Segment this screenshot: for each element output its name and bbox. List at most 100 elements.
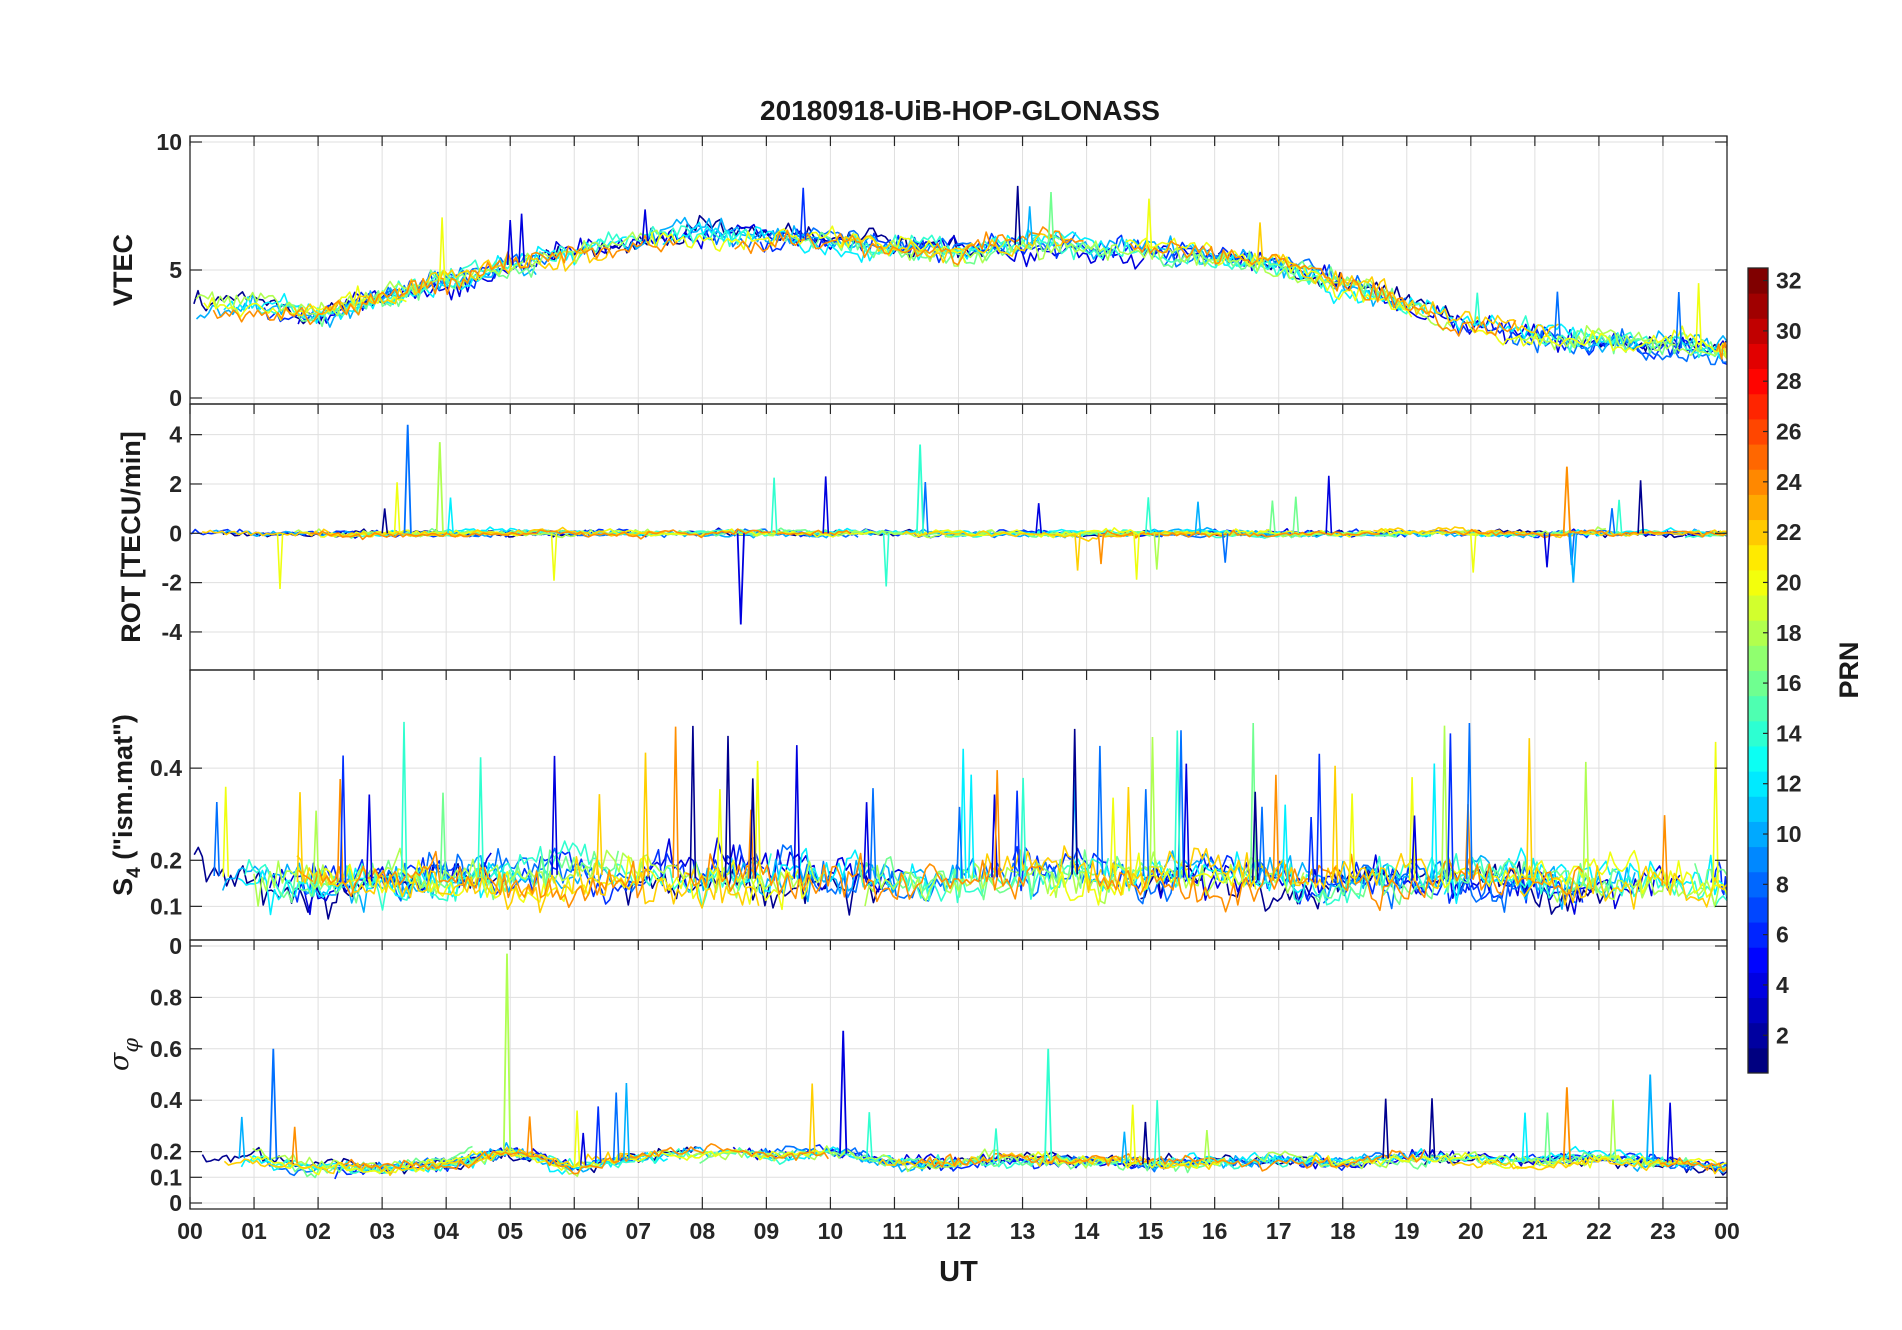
s4-spike <box>1316 753 1323 883</box>
trace-prn-23 <box>1659 1157 1727 1173</box>
rot-spike <box>1035 503 1042 534</box>
trace-prn-23 <box>685 852 1045 903</box>
trace-prn-21 <box>1519 865 1727 910</box>
trace-prn-11 <box>662 221 1110 263</box>
rot-spike <box>1153 533 1161 570</box>
trace-prn-17 <box>195 229 662 317</box>
rot-spike <box>1221 533 1229 563</box>
rot-traces <box>190 424 1727 625</box>
rot-spike <box>1269 500 1276 534</box>
s4-spike <box>754 760 761 879</box>
sigma_phi-spike <box>866 1112 873 1158</box>
s4-spike <box>1182 763 1190 878</box>
s4-spike <box>596 794 603 876</box>
rot-spike <box>1194 501 1202 534</box>
colorbar-tick-label: 16 <box>1776 670 1802 696</box>
colorbar-frame <box>1747 267 1769 1074</box>
s4-spike <box>439 792 447 879</box>
sigma_phi-peak <box>1646 1074 1655 1162</box>
s4-ytick-label: 0.2 <box>150 847 182 873</box>
s4-spike <box>793 745 801 879</box>
trace-prn-21 <box>1274 253 1559 337</box>
xtick-label: 08 <box>690 1218 716 1244</box>
colorbar-segment <box>1748 544 1768 571</box>
xtick-label: 23 <box>1650 1218 1676 1244</box>
colorbar-segment <box>1748 645 1768 671</box>
xtick-label: 19 <box>1394 1218 1420 1244</box>
s4-spike <box>365 794 373 882</box>
colorbar-segment <box>1748 620 1768 646</box>
vtec-spike <box>1145 198 1153 250</box>
s4-traces <box>193 721 1727 920</box>
s4-spike <box>1661 815 1668 886</box>
sigma_phi-spike <box>1153 1100 1161 1165</box>
sigma_phi-peak <box>502 953 512 1153</box>
s4-spike <box>1071 728 1078 875</box>
rot-peak <box>736 533 745 625</box>
colorbar-segment <box>1748 947 1768 973</box>
colorbar-segment <box>1748 922 1768 948</box>
colorbar-tick-label: 10 <box>1776 821 1802 847</box>
rot-peak <box>1569 533 1578 583</box>
rot-spike <box>276 533 284 590</box>
s4-spike <box>1019 777 1027 877</box>
s4-spike <box>716 789 724 879</box>
s4-spike <box>1251 791 1259 881</box>
colorbar-tick-label: 20 <box>1776 569 1802 595</box>
s4-spike <box>1174 730 1181 878</box>
vtec-spike <box>1047 192 1055 245</box>
rot-ytick-label: -2 <box>162 570 182 596</box>
s4-ylabel-sub: 4 <box>124 867 145 878</box>
colorbar-tick-label: 26 <box>1776 419 1802 445</box>
trace-prn-15 <box>1314 859 1618 906</box>
colorbar-tick-label: 22 <box>1776 519 1802 545</box>
trace-prn-23 <box>343 1143 829 1175</box>
rot-peak <box>403 424 412 534</box>
sigma_phi-peak <box>839 1030 848 1154</box>
colorbar-segment <box>1748 368 1768 395</box>
sigma_phi-ytick-label: 0.8 <box>150 984 182 1010</box>
sigma_phi-spike <box>992 1128 1000 1162</box>
sigma_phi-spike <box>526 1116 534 1157</box>
s4-spike <box>993 770 1001 878</box>
rot-spike <box>381 508 389 534</box>
colorbar-segment <box>1748 796 1768 822</box>
trace-prn-21 <box>878 1152 1226 1170</box>
xtick-label: 02 <box>305 1218 331 1244</box>
xtick-label: 15 <box>1138 1218 1164 1244</box>
s4-spike <box>1281 804 1289 882</box>
colorbar-segment <box>1748 519 1768 546</box>
s4-spike <box>400 721 408 881</box>
xtick-label: 18 <box>1330 1218 1356 1244</box>
colorbar-segment <box>1748 318 1768 344</box>
sigma-phi-ylabel: σφ <box>104 1038 143 1071</box>
vtec-spike <box>1695 283 1702 350</box>
vtec-spike <box>518 213 525 263</box>
xtick-label: 07 <box>625 1218 651 1244</box>
sigma_phi-spike <box>291 1126 298 1164</box>
trace-prn-23 <box>298 850 651 909</box>
trace-prn-23 <box>212 234 678 326</box>
s4-spike <box>1441 725 1448 880</box>
chart-title: 20180918-UiB-HOP-GLONASS <box>760 95 1160 126</box>
sigma_phi-spike <box>1428 1098 1436 1158</box>
xtick-label: 06 <box>561 1218 587 1244</box>
rot-spike <box>1637 480 1644 534</box>
colorbar-segment <box>1748 1022 1768 1049</box>
rot-spike <box>550 533 558 581</box>
colorbar-segment <box>1748 695 1768 722</box>
trace-prn-19 <box>1049 852 1257 906</box>
xtick-label: 09 <box>754 1218 780 1244</box>
trace-prn-17 <box>1256 1150 1674 1170</box>
rot-spike <box>1097 533 1105 565</box>
x-axis-label: UT <box>939 1256 978 1288</box>
rot-spike <box>447 497 454 534</box>
s4-spike <box>213 801 221 877</box>
rot-spike <box>922 481 929 534</box>
colorbar-segment <box>1748 821 1768 848</box>
s4-spike <box>747 809 755 879</box>
rot-spike <box>822 476 830 534</box>
sigma_phi-spike <box>573 1110 581 1167</box>
rot-ytick-label: -4 <box>162 619 183 645</box>
colorbar-segment <box>1748 846 1768 873</box>
